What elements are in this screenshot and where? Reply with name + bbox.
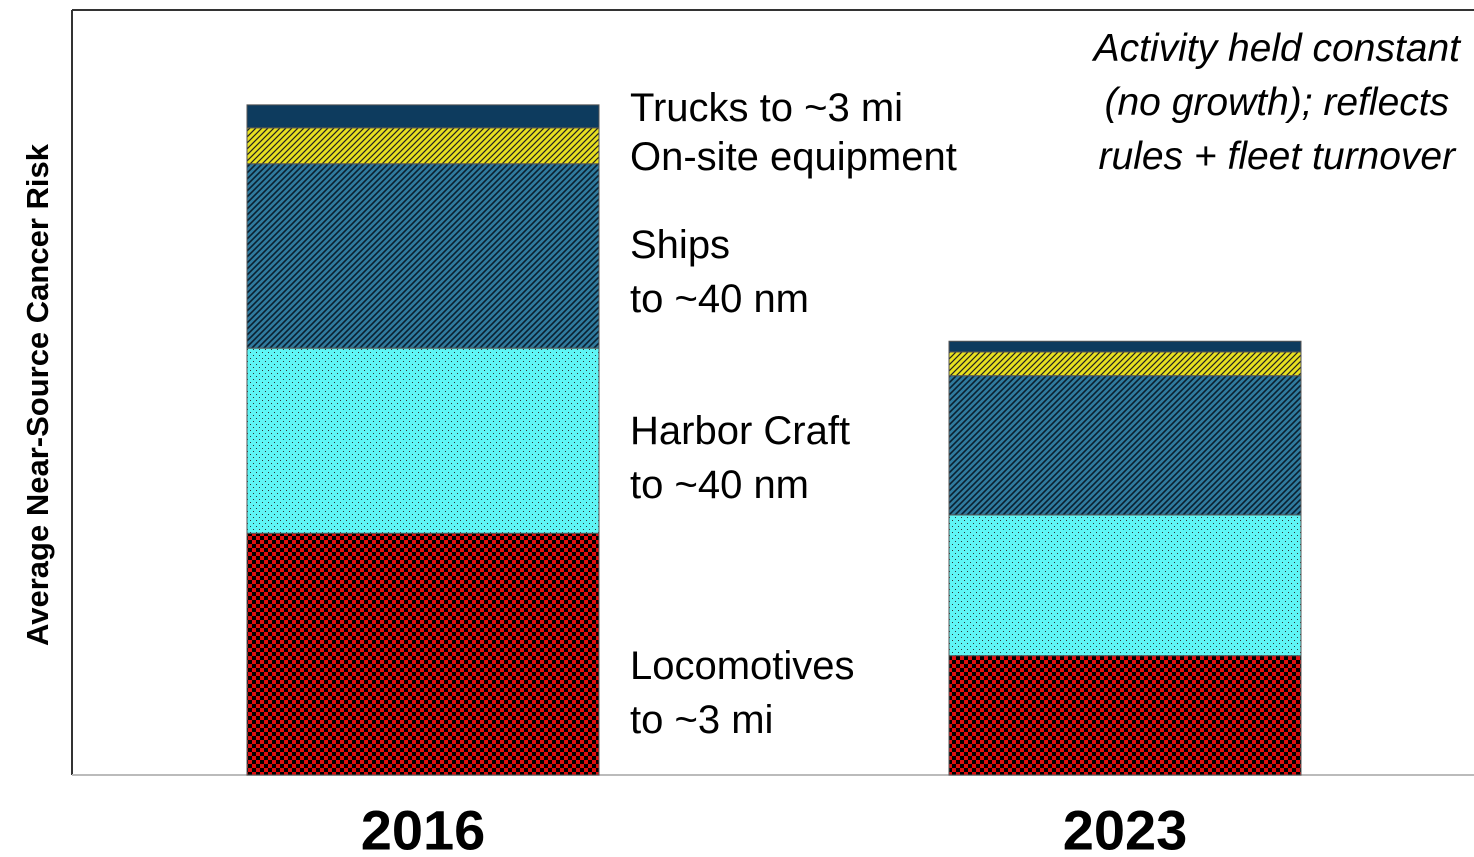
- x-tick-label: 2016: [360, 798, 486, 857]
- bar-segment: [246, 347, 600, 534]
- bar-segment: [246, 127, 600, 165]
- x-tick-label: 2023: [1062, 798, 1188, 857]
- bar-segment: [948, 375, 1302, 516]
- series-label: Harbor Craft to ~40 nm: [630, 409, 851, 507]
- bar-segment: [948, 351, 1302, 377]
- series-label: On-site equipment: [630, 135, 957, 179]
- bar-segment: [948, 655, 1302, 776]
- bar-segment: [948, 340, 1302, 353]
- bar-segment: [246, 532, 600, 776]
- y-axis-label: Average Near-Source Cancer Risk: [20, 144, 55, 646]
- series-label: Ships to ~40 nm: [630, 223, 810, 321]
- annotation: Activity held constant (no growth); refl…: [1093, 27, 1460, 178]
- bar-segment: [948, 514, 1302, 657]
- bar-segment: [246, 163, 600, 349]
- series-label: Locomotives to ~3 mi: [630, 644, 855, 742]
- bar-segment: [246, 104, 600, 129]
- series-label: Trucks to ~3 mi: [630, 86, 904, 130]
